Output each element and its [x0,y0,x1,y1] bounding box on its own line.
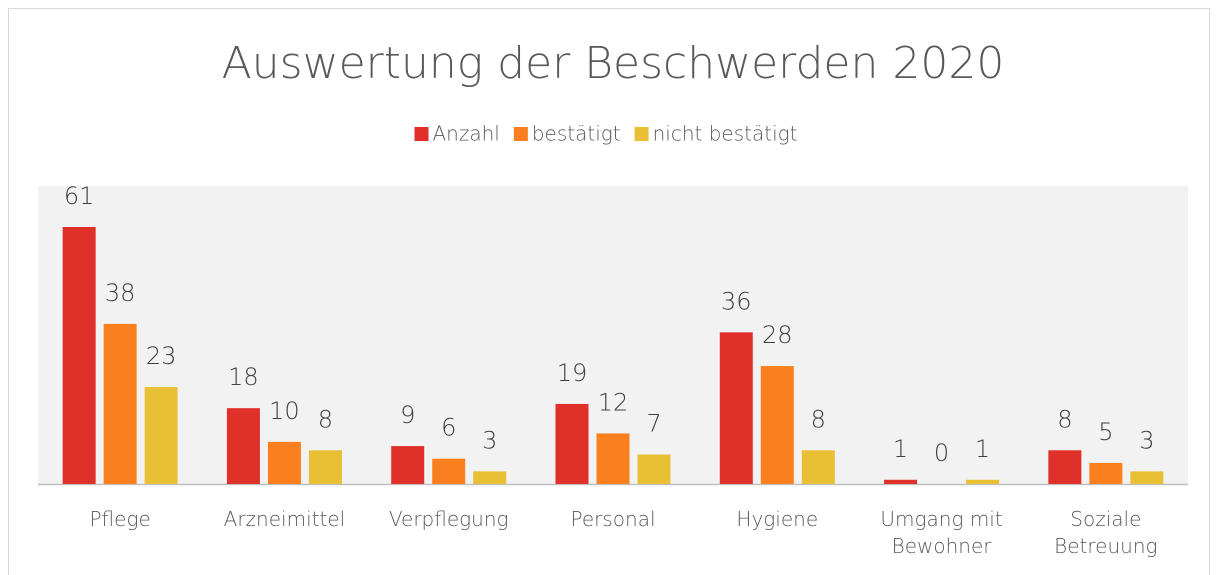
bar [226,408,260,484]
x-tick-label: Pflege [89,507,151,531]
data-label: 8 [318,405,333,433]
data-label: 12 [598,388,629,416]
bar [596,433,630,484]
bar [432,458,466,484]
chart-title: Auswertung der Beschwerden 2020 [222,38,1005,89]
x-tick-label: Umgang mit Bewohner [880,507,1003,558]
data-label: 38 [105,279,136,307]
data-label: 23 [146,342,177,370]
bar [391,446,425,484]
data-label: 0 [934,439,949,467]
data-label: 10 [269,397,300,425]
legend-swatch [414,127,429,141]
legend-swatch [634,127,649,141]
data-label: 1 [893,435,908,463]
bar [801,450,835,484]
data-label: 5 [1098,418,1113,446]
x-tick-label: Hygiene [736,507,819,531]
data-label: 61 [64,182,95,210]
bar [1089,462,1123,484]
data-label: 36 [721,287,752,315]
data-label: 1 [975,435,990,463]
bar [144,387,178,484]
bar [62,227,96,484]
bar [1048,450,1082,484]
data-label: 3 [1139,426,1154,454]
bar [719,332,753,484]
legend-label: bestätigt [532,122,621,146]
bar [637,454,671,484]
data-label: 6 [441,414,456,442]
bar [267,441,301,484]
bar [103,323,137,484]
bar [555,403,589,484]
bar [473,471,507,484]
legend-label: Anzahl [433,122,500,146]
x-tick-label: Verpflegung [388,507,509,531]
bar [760,366,794,484]
bar [884,479,918,484]
x-tick-label: Arzneimittel [223,507,346,531]
data-label: 3 [482,426,497,454]
data-label: 7 [646,410,661,438]
data-label: 8 [811,405,826,433]
x-tick-label: Personal [570,507,656,531]
bar [308,450,342,484]
x-tick-label: Soziale Betreuung [1054,507,1158,558]
legend-label: nicht bestätigt [653,122,798,146]
legend-swatch [513,127,528,141]
data-label: 9 [400,401,415,429]
bar [1130,471,1164,484]
data-label: 19 [557,359,588,387]
data-label: 18 [228,363,259,391]
data-label: 8 [1057,405,1072,433]
bar [966,479,1000,484]
data-label: 28 [762,321,793,349]
